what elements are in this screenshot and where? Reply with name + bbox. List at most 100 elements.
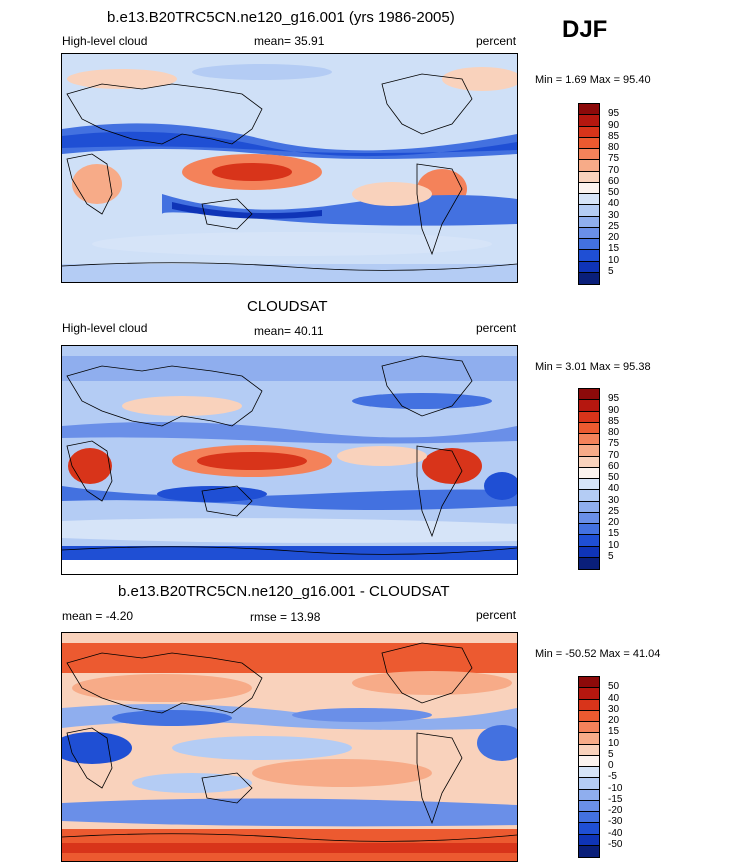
colorbar-tick-label: -10: [608, 782, 623, 794]
panel1-mean: mean= 35.91: [254, 34, 325, 48]
panel2-minmax: Min = 3.01 Max = 95.38: [535, 361, 651, 373]
colorbar-swatch: [579, 126, 599, 138]
colorbar-swatch: [579, 710, 599, 722]
colorbar-tick-label: 40: [608, 198, 620, 210]
colorbar-swatch: [579, 205, 599, 217]
colorbar-tick-label: 5: [608, 748, 614, 760]
panel3-map: [61, 632, 518, 862]
colorbar-swatch: [579, 104, 599, 116]
colorbar-swatch: [579, 490, 599, 502]
colorbar-swatch: [579, 411, 599, 423]
colorbar-swatch: [579, 434, 599, 446]
colorbar-tick-label: 60: [608, 460, 620, 472]
colorbar-swatch: [579, 445, 599, 457]
panel1-minmax: Min = 1.69 Max = 95.40: [535, 74, 651, 86]
colorbar-tick-label: -30: [608, 816, 623, 828]
colorbar-swatch: [579, 115, 599, 127]
colorbar-swatch: [579, 216, 599, 228]
colorbar-tick-label: 85: [608, 130, 620, 142]
colorbar-swatch: [579, 389, 599, 401]
colorbar-tick-label: 20: [608, 517, 620, 528]
colorbar-tick-label: 60: [608, 175, 620, 187]
colorbar-swatch: [579, 812, 599, 824]
colorbar-tick-label: 0: [608, 760, 614, 771]
colorbar-tick-label: -40: [608, 827, 623, 839]
colorbar-tick-label: 10: [608, 254, 620, 266]
panel2-mean: mean= 40.11: [254, 324, 324, 338]
colorbar-swatch: [579, 456, 599, 468]
colorbar-swatch: [579, 767, 599, 779]
colorbar-swatch: [579, 800, 599, 812]
colorbar-swatch: [579, 467, 599, 479]
colorbar-tick-label: 15: [608, 528, 620, 540]
colorbar-tick-label: 10: [608, 539, 620, 551]
colorbar-tick-label: 95: [608, 393, 620, 405]
colorbar-tick-label: 25: [608, 505, 620, 517]
colorbar-tick-label: 20: [608, 715, 620, 726]
panel1-map: [61, 53, 518, 283]
colorbar-tick-label: 85: [608, 415, 620, 427]
colorbar-swatch: [579, 546, 599, 558]
panel2-title: CLOUDSAT: [247, 298, 328, 315]
colorbar-swatch: [579, 182, 599, 194]
panel3-colorbar: [578, 676, 600, 858]
panel1-colorbar-labels: 95 90 85 80 75 70 60 50 40 30 25 20 15 10 5: [608, 103, 638, 283]
panel1-colorbar: [578, 103, 600, 285]
colorbar-tick-label: 5: [608, 265, 614, 277]
colorbar-swatch: [579, 400, 599, 412]
colorbar-swatch: [579, 160, 599, 172]
colorbar-tick-label: 90: [608, 119, 620, 131]
colorbar-swatch: [579, 171, 599, 183]
colorbar-tick-label: -50: [608, 838, 623, 850]
colorbar-swatch: [579, 733, 599, 745]
colorbar-swatch: [579, 250, 599, 262]
colorbar-tick-label: -20: [608, 805, 623, 816]
colorbar-tick-label: 95: [608, 108, 620, 120]
colorbar-swatch: [579, 535, 599, 547]
colorbar-swatch: [579, 834, 599, 846]
panel3-rmse: rmse = 13.98: [250, 610, 321, 624]
colorbar-tick-label: 75: [608, 438, 620, 450]
panel2-colorbar-labels: 95 90 85 80 75 70 60 50 40 30 25 20 15 10 5: [608, 388, 638, 568]
colorbar-tick-label: -15: [608, 793, 623, 805]
colorbar-tick-label: 15: [608, 243, 620, 255]
colorbar-swatch: [579, 688, 599, 700]
panel2-left-label: High-level cloud: [62, 321, 148, 335]
colorbar-swatch: [579, 557, 599, 569]
colorbar-swatch: [579, 422, 599, 434]
colorbar-tick-label: 20: [608, 232, 620, 243]
colorbar-swatch: [579, 778, 599, 790]
panel2-colorbar: [578, 388, 600, 570]
colorbar-tick-label: 25: [608, 220, 620, 232]
colorbar-swatch: [579, 845, 599, 857]
season-label: DJF: [562, 16, 608, 43]
colorbar-tick-label: 50: [608, 472, 620, 483]
colorbar-swatch: [579, 137, 599, 149]
colorbar-tick-label: 50: [608, 681, 620, 693]
colorbar-tick-label: 70: [608, 164, 620, 176]
colorbar-tick-label: 30: [608, 703, 620, 715]
colorbar-swatch: [579, 194, 599, 206]
colorbar-tick-label: 15: [608, 726, 620, 738]
colorbar-tick-label: 80: [608, 427, 620, 438]
colorbar-swatch: [579, 227, 599, 239]
colorbar-swatch: [579, 789, 599, 801]
colorbar-swatch: [579, 744, 599, 756]
colorbar-tick-label: 75: [608, 153, 620, 165]
panel1-units: percent: [476, 34, 517, 48]
panel1-title: b.e13.B20TRC5CN.ne120_g16.001 (yrs 1986-…: [107, 9, 455, 26]
colorbar-tick-label: -5: [608, 771, 617, 783]
panel3-title: b.e13.B20TRC5CN.ne120_g16.001 - CLOUDSAT: [118, 583, 450, 600]
panel3-colorbar-labels: 50 40 30 20 15 10 5 0 -5 -10 -15 -20 -30 -40 -50: [608, 676, 638, 856]
colorbar-swatch: [579, 239, 599, 251]
colorbar-tick-label: 40: [608, 483, 620, 495]
colorbar-swatch: [579, 512, 599, 524]
colorbar-tick-label: 30: [608, 494, 620, 506]
colorbar-swatch: [579, 272, 599, 284]
colorbar-swatch: [579, 479, 599, 491]
panel2-map: [61, 345, 518, 575]
colorbar-swatch: [579, 677, 599, 689]
colorbar-tick-label: 40: [608, 692, 620, 704]
colorbar-tick-label: 5: [608, 550, 614, 562]
colorbar-tick-label: 10: [608, 737, 620, 749]
